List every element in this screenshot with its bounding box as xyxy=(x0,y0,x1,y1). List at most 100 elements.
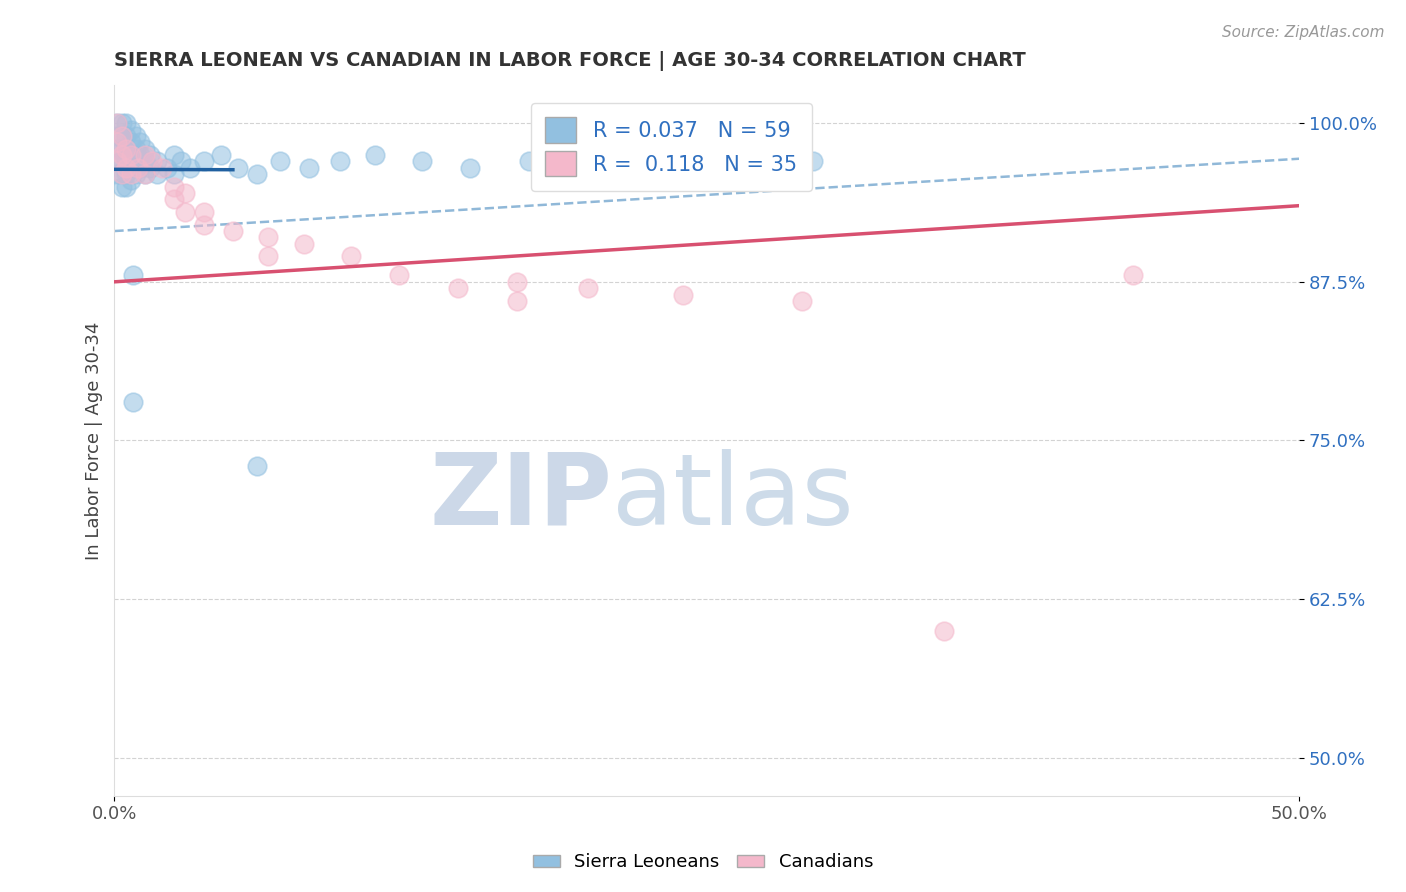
Point xyxy=(648,154,671,169)
Point xyxy=(110,116,132,130)
Point xyxy=(115,161,138,175)
Point xyxy=(134,142,156,156)
Point xyxy=(163,148,186,162)
Point xyxy=(163,167,186,181)
Point xyxy=(458,161,481,175)
Point xyxy=(517,154,540,169)
Point xyxy=(110,179,132,194)
Point xyxy=(139,148,162,162)
Point xyxy=(120,122,142,136)
Point xyxy=(257,249,280,263)
Point xyxy=(790,293,813,308)
Point xyxy=(576,148,599,162)
Text: ZIP: ZIP xyxy=(429,449,612,546)
Point xyxy=(506,293,529,308)
Point xyxy=(122,395,145,409)
Point xyxy=(105,154,128,169)
Point xyxy=(120,167,142,181)
Legend: Sierra Leoneans, Canadians: Sierra Leoneans, Canadians xyxy=(526,847,880,879)
Point xyxy=(292,236,315,251)
Point xyxy=(163,179,186,194)
Point xyxy=(226,161,249,175)
Point xyxy=(110,148,132,162)
Y-axis label: In Labor Force | Age 30-34: In Labor Force | Age 30-34 xyxy=(86,321,103,559)
Point xyxy=(105,116,128,130)
Point xyxy=(720,161,742,175)
Point xyxy=(105,116,128,130)
Point xyxy=(139,161,162,175)
Point xyxy=(163,192,186,206)
Point xyxy=(125,167,148,181)
Point xyxy=(576,281,599,295)
Point xyxy=(170,154,193,169)
Point xyxy=(115,179,138,194)
Point xyxy=(146,154,169,169)
Point xyxy=(209,148,232,162)
Point xyxy=(298,161,321,175)
Point xyxy=(120,148,142,162)
Point xyxy=(120,161,142,175)
Point xyxy=(193,205,215,219)
Point xyxy=(193,218,215,232)
Text: SIERRA LEONEAN VS CANADIAN IN LABOR FORCE | AGE 30-34 CORRELATION CHART: SIERRA LEONEAN VS CANADIAN IN LABOR FORC… xyxy=(114,51,1026,70)
Point xyxy=(115,142,138,156)
Point xyxy=(447,281,470,295)
Point xyxy=(193,154,215,169)
Point xyxy=(1122,268,1144,283)
Point xyxy=(150,161,173,175)
Point xyxy=(125,154,148,169)
Point xyxy=(120,173,142,187)
Point xyxy=(110,167,132,181)
Point xyxy=(105,167,128,181)
Point xyxy=(120,135,142,149)
Point xyxy=(125,142,148,156)
Point xyxy=(146,167,169,181)
Point xyxy=(134,154,156,169)
Point xyxy=(134,167,156,181)
Legend: R = 0.037   N = 59, R =  0.118   N = 35: R = 0.037 N = 59, R = 0.118 N = 35 xyxy=(530,103,811,191)
Point xyxy=(122,268,145,283)
Point xyxy=(364,148,387,162)
Point xyxy=(803,154,825,169)
Point xyxy=(134,148,156,162)
Point xyxy=(179,161,201,175)
Point xyxy=(932,624,955,638)
Point xyxy=(115,116,138,130)
Point xyxy=(129,148,152,162)
Point xyxy=(129,135,152,149)
Point xyxy=(115,128,138,143)
Text: atlas: atlas xyxy=(612,449,853,546)
Point xyxy=(105,128,128,143)
Point xyxy=(269,154,291,169)
Point xyxy=(411,154,433,169)
Point xyxy=(105,154,128,169)
Point xyxy=(141,154,163,169)
Point xyxy=(174,186,197,200)
Point xyxy=(127,161,149,175)
Point xyxy=(110,128,132,143)
Point xyxy=(110,167,132,181)
Point xyxy=(115,142,138,156)
Text: Source: ZipAtlas.com: Source: ZipAtlas.com xyxy=(1222,25,1385,40)
Point xyxy=(174,205,197,219)
Point xyxy=(115,167,138,181)
Point xyxy=(245,458,267,473)
Point xyxy=(105,135,128,149)
Point xyxy=(506,275,529,289)
Point xyxy=(388,268,411,283)
Point xyxy=(110,154,132,169)
Point xyxy=(120,148,142,162)
Point xyxy=(125,128,148,143)
Point xyxy=(105,142,128,156)
Point xyxy=(129,161,152,175)
Point xyxy=(245,167,267,181)
Point xyxy=(222,224,245,238)
Point xyxy=(672,287,695,301)
Point xyxy=(257,230,280,244)
Point xyxy=(328,154,350,169)
Point xyxy=(134,167,156,181)
Point xyxy=(110,142,132,156)
Point xyxy=(110,128,132,143)
Point xyxy=(115,154,138,169)
Point xyxy=(340,249,363,263)
